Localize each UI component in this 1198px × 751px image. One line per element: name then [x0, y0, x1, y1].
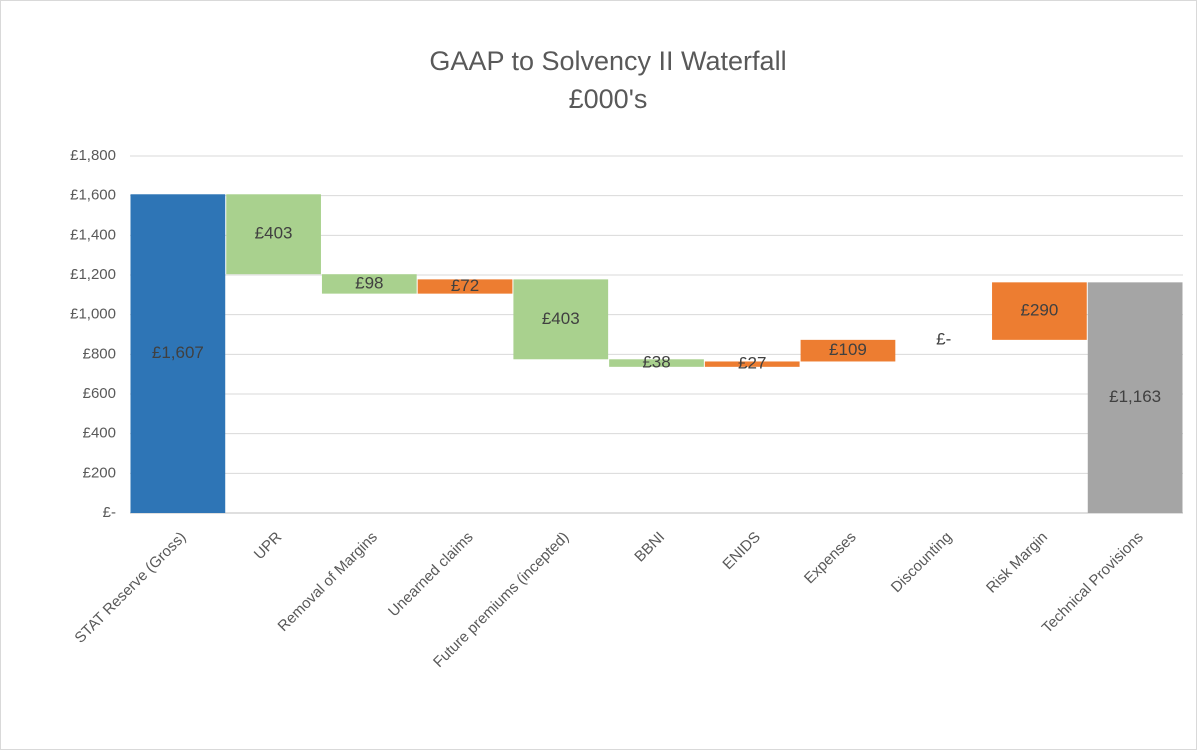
y-tick-label: £1,000 [70, 306, 116, 323]
bar [609, 359, 704, 367]
data-label: £27 [738, 354, 766, 373]
data-label: £403 [255, 224, 293, 243]
data-label: £- [936, 329, 951, 348]
bar [704, 361, 800, 367]
y-tick-label: £1,400 [70, 226, 116, 243]
y-tick-label: £800 [83, 345, 116, 362]
data-label: £403 [542, 309, 580, 328]
y-tick-label: £1,200 [70, 266, 116, 283]
chart-title: GAAP to Solvency II Waterfall [429, 46, 786, 76]
data-label: £98 [355, 273, 383, 292]
y-tick-label: £600 [83, 385, 116, 402]
data-label: £1,163 [1109, 387, 1161, 406]
bar [226, 194, 321, 275]
bar [130, 194, 226, 514]
data-label: £109 [829, 340, 867, 359]
y-tick-label: £1,800 [70, 147, 116, 164]
bar [992, 282, 1087, 340]
data-label: £38 [642, 353, 670, 372]
y-tick-label: £- [103, 504, 116, 521]
data-label: £290 [1020, 301, 1058, 320]
bar [321, 274, 417, 294]
bar [513, 279, 609, 360]
data-label: £1,607 [152, 343, 204, 362]
bar [417, 279, 513, 294]
y-tick-label: £400 [83, 425, 116, 442]
data-label: £72 [451, 276, 479, 295]
bar [1087, 282, 1183, 513]
chart-subtitle: £000's [569, 84, 648, 114]
bar [800, 339, 896, 362]
y-tick-label: £200 [83, 464, 116, 481]
y-tick-label: £1,600 [70, 187, 116, 204]
